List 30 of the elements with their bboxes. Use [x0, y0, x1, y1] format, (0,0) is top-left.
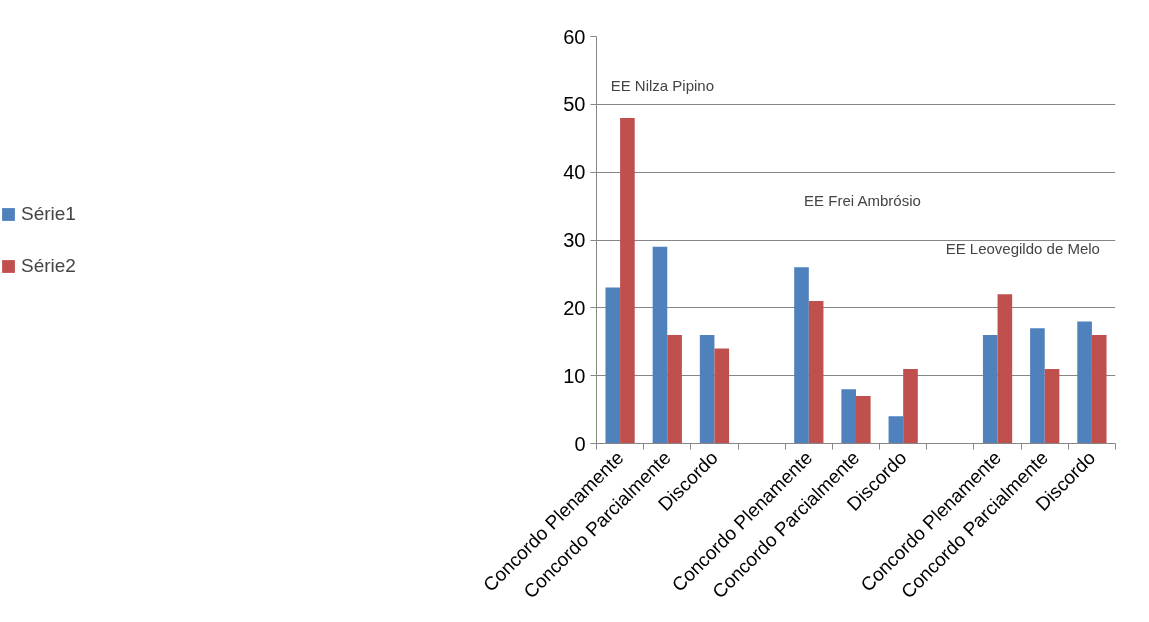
y-tick-label: 40 [563, 161, 586, 184]
annotation: EE Nilza Pipino [610, 77, 715, 95]
bar [652, 246, 668, 444]
y-tick-label: 60 [563, 25, 586, 48]
legend-label: Série2 [21, 254, 76, 277]
y-tick-label: 10 [563, 364, 586, 387]
bar [1044, 368, 1060, 444]
bar [620, 117, 635, 444]
y-tick-label: 0 [574, 432, 586, 455]
bar [982, 334, 998, 444]
y-tick-label: 50 [563, 93, 586, 116]
legend-label: Série1 [21, 202, 76, 225]
annotation: EE Frei Ambrósio [804, 192, 921, 210]
bar [1091, 334, 1107, 444]
y-tick-label: 30 [563, 229, 586, 251]
bar [1077, 321, 1092, 444]
bar [841, 389, 856, 444]
bar [605, 287, 621, 444]
annotation: EE Leovegildo de Melo [945, 239, 1100, 257]
bar [1030, 328, 1045, 444]
bar [794, 267, 809, 444]
bar [699, 334, 715, 444]
bar [856, 396, 871, 444]
bar [997, 294, 1013, 444]
bar [808, 301, 824, 444]
y-tick-label: 20 [563, 296, 586, 319]
bar [667, 334, 682, 444]
bar [903, 368, 918, 444]
bar [714, 348, 730, 444]
bar [888, 416, 904, 444]
